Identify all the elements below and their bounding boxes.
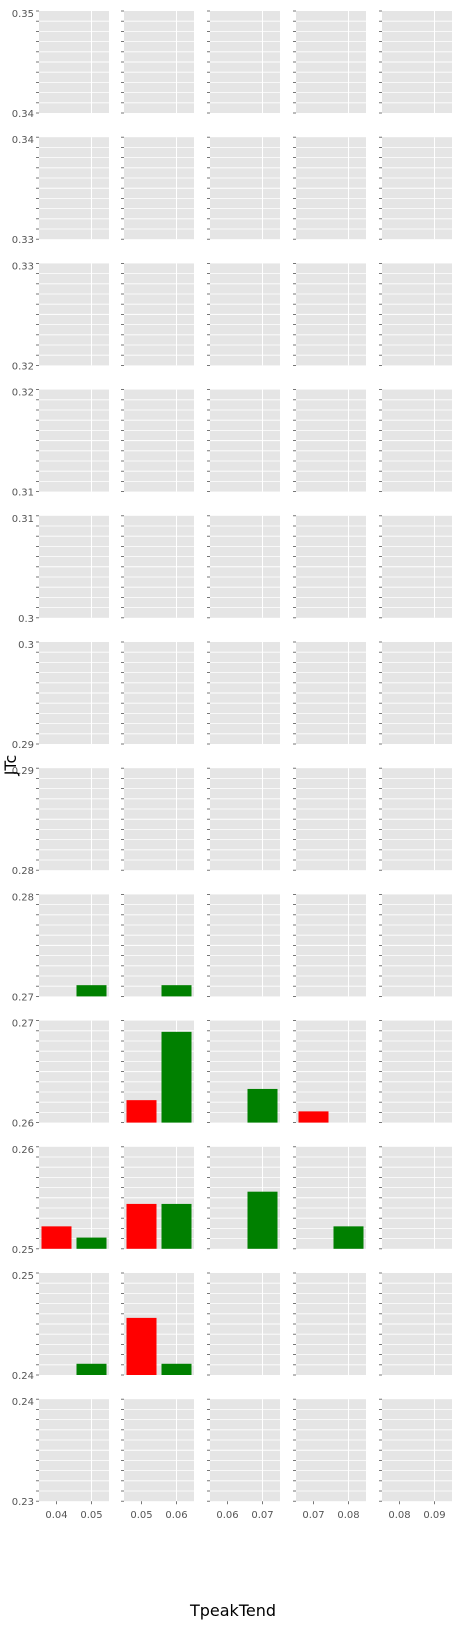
y-tick-label-top: 0.28 xyxy=(12,892,34,903)
x-tick-label: 0.07 xyxy=(302,1510,324,1521)
y-tick-label-bottom: 0.23 xyxy=(12,1497,34,1508)
y-tick-label-bottom: 0.25 xyxy=(12,1245,34,1256)
y-tick-label-bottom: 0.33 xyxy=(12,235,34,246)
y-tick-label-bottom: 0.26 xyxy=(12,1119,34,1130)
y-axis-title: JTc xyxy=(1,755,20,777)
x-tick-label: 0.06 xyxy=(216,1510,238,1521)
y-tick-label-top: 0.24 xyxy=(12,1397,34,1408)
bar-green xyxy=(76,1363,107,1375)
bar-green xyxy=(333,1226,364,1249)
y-tick-label-top: 0.34 xyxy=(12,135,34,146)
x-tick-label: 0.04 xyxy=(45,1510,67,1521)
y-tick-label-bottom: 0.34 xyxy=(12,109,34,120)
y-tick-label-top: 0.35 xyxy=(12,9,34,20)
bar-green xyxy=(161,1031,192,1123)
bar-red xyxy=(41,1226,72,1249)
x-tick-label: 0.05 xyxy=(130,1510,152,1521)
y-tick-label-top: 0.31 xyxy=(12,514,34,525)
bar-red xyxy=(126,1100,157,1123)
y-tick-label-bottom: 0.24 xyxy=(12,1371,34,1382)
bar-red xyxy=(126,1317,157,1375)
x-axis-title: TpeakTend xyxy=(189,1601,276,1620)
x-tick-label: 0.07 xyxy=(251,1510,273,1521)
y-tick-label-top: 0.27 xyxy=(12,1019,34,1030)
y-tick-label-bottom: 0.29 xyxy=(12,740,34,751)
bar-green xyxy=(161,985,192,997)
y-tick-label-bottom: 0.3 xyxy=(18,614,34,625)
x-tick-label: 0.09 xyxy=(423,1510,445,1521)
bar-red xyxy=(126,1203,157,1249)
y-tick-label-bottom: 0.28 xyxy=(12,866,34,877)
x-tick-label: 0.08 xyxy=(337,1510,359,1521)
bar-red xyxy=(298,1111,329,1123)
x-tick-label: 0.05 xyxy=(80,1510,102,1521)
y-tick-label-top: 0.32 xyxy=(12,388,34,399)
x-tick-label: 0.08 xyxy=(388,1510,410,1521)
y-tick-label-top: 0.3 xyxy=(18,640,34,651)
y-tick-label-top: 0.29 xyxy=(12,766,34,777)
x-tick-label: 0.06 xyxy=(165,1510,187,1521)
bar-green xyxy=(247,1088,278,1123)
y-tick-label-top: 0.25 xyxy=(12,1271,34,1282)
bar-green xyxy=(161,1203,192,1249)
y-tick-label-top: 0.33 xyxy=(12,261,34,272)
bar-green xyxy=(76,985,107,997)
bar-green xyxy=(247,1191,278,1249)
y-tick-label-bottom: 0.27 xyxy=(12,992,34,1003)
bar-green xyxy=(161,1363,192,1375)
y-tick-label-bottom: 0.32 xyxy=(12,361,34,372)
y-tick-label-top: 0.26 xyxy=(12,1145,34,1156)
panel-grid: 0.35 0.34 0.34 0.33 0.33 0.32 0.32 0.31 0.31 0.3 0… xyxy=(12,9,452,1521)
y-tick-label-bottom: 0.31 xyxy=(12,488,34,499)
bar-green xyxy=(76,1237,107,1249)
